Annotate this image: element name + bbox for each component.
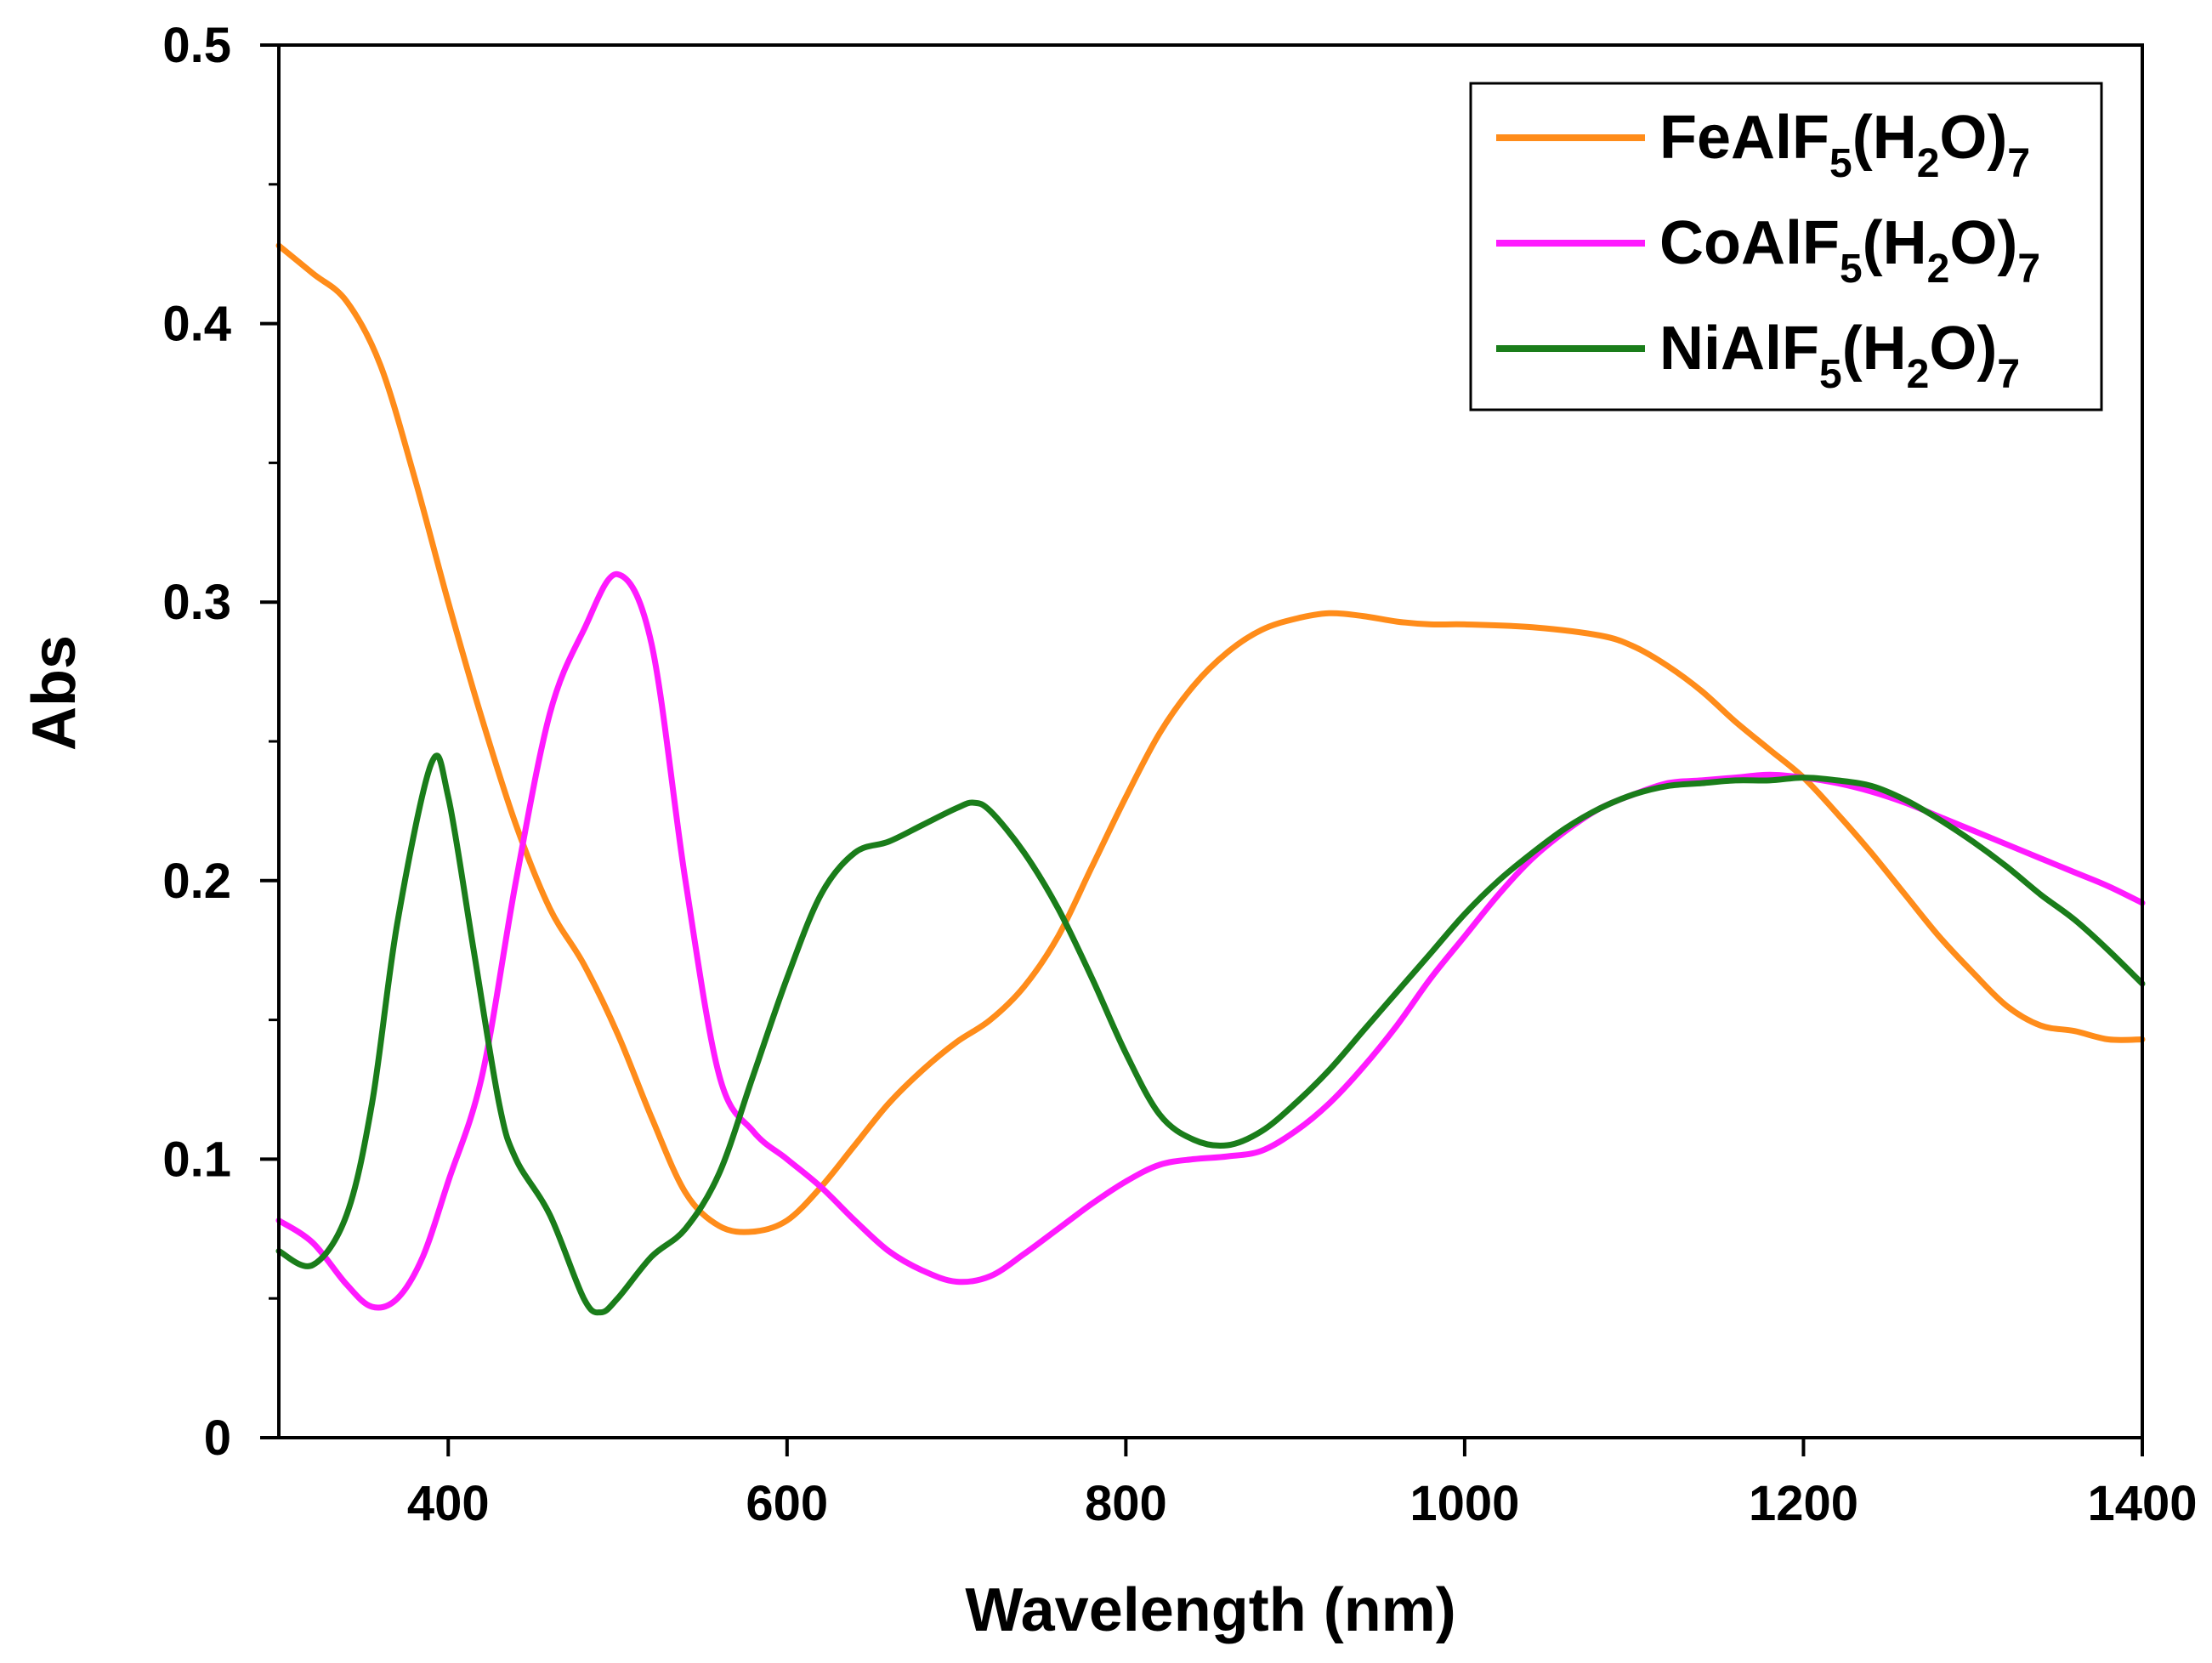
legend-label-fealf5-h2o-7: FeAlF5(H2O)7: [1659, 104, 2030, 186]
legend-label-nialf5-h2o-7: NiAlF5(H2O)7: [1659, 315, 2020, 397]
series-line-fealf5-h2o-7: [275, 242, 2146, 1235]
x-tick-label: 400: [407, 1476, 490, 1531]
legend-label-coalf5-h2o-7: CoAlF5(H2O)7: [1659, 209, 2040, 292]
y-axis-title: Abs: [20, 635, 88, 751]
series-line-coalf5-h2o-7: [275, 570, 2146, 1311]
y-tick-label: 0: [204, 1410, 231, 1466]
y-tick-label: 0.1: [162, 1132, 231, 1187]
x-tick-label: 600: [746, 1476, 828, 1531]
series-line-nialf5-h2o-7: [275, 752, 2146, 1316]
y-tick-label: 0.4: [162, 297, 231, 352]
y-tick-label: 0.3: [162, 575, 231, 630]
y-tick-label: 0.5: [162, 18, 231, 73]
x-tick-label: 1000: [1409, 1476, 1519, 1531]
legend: FeAlF5(H2O)7 CoAlF5(H2O)7 NiAlF5(H2O)7: [1469, 82, 2103, 411]
y-tick-label: 0.2: [162, 854, 231, 909]
series-layer: [275, 242, 2146, 1316]
x-tick-label: 1400: [2087, 1476, 2197, 1531]
tick-layer: 400 600 800 1000 1200 1400 0 0.1 0.2 0.3 0.4 0.5: [162, 18, 2197, 1531]
x-axis-title: Wavelength (nm): [965, 1576, 1455, 1644]
x-tick-label: 800: [1085, 1476, 1167, 1531]
x-tick-label: 1200: [1749, 1476, 1858, 1531]
